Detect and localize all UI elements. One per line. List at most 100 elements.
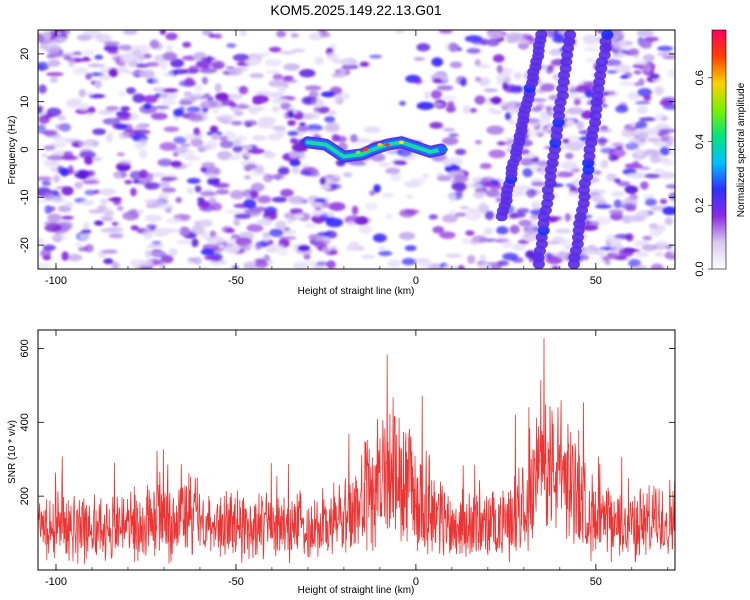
heatmap-speckle xyxy=(46,154,65,161)
heatmap-speckle xyxy=(565,183,575,188)
heatmap-speckle xyxy=(347,222,355,227)
heatmap-speckle xyxy=(165,32,178,41)
heatmap-speckle xyxy=(215,92,229,102)
heatmap-speckle xyxy=(361,254,376,259)
heatmap-speckle xyxy=(139,149,148,159)
heatmap-speckle xyxy=(552,236,565,243)
heatmap-speckle xyxy=(537,160,550,167)
x-tick-label: 50 xyxy=(590,576,602,588)
heatmap-speckle xyxy=(416,43,431,52)
heatmap-speckle xyxy=(264,58,282,67)
heatmap-speckle xyxy=(445,105,456,113)
heatmap-speckle xyxy=(476,64,491,69)
heatmap-speckle xyxy=(98,188,117,196)
heatmap-speckle xyxy=(505,111,512,121)
heatmap-speckle xyxy=(183,91,193,97)
heatmap-speckle xyxy=(351,205,359,215)
heatmap-speckle xyxy=(278,50,296,55)
heatmap-speckle xyxy=(424,90,431,100)
heatmap-speckle xyxy=(603,59,622,67)
heatmap-speckle xyxy=(85,112,94,118)
heatmap-speckle xyxy=(454,159,463,166)
heatmap-speckle xyxy=(276,30,287,38)
heatmap-speckle xyxy=(291,48,306,53)
heatmap-speckle xyxy=(96,33,112,44)
heatmap-speckle xyxy=(502,81,509,90)
heatmap-speckle xyxy=(277,166,290,176)
heatmap-speckle xyxy=(438,30,453,34)
heatmap-speckle xyxy=(207,177,221,184)
heatmap-speckle xyxy=(392,160,407,165)
heatmap-speckle xyxy=(258,52,271,57)
heatmap-speckle xyxy=(255,241,270,248)
heatmap-speckle xyxy=(606,69,618,74)
heatmap-speckle xyxy=(657,51,675,57)
heatmap-speckle xyxy=(326,260,336,269)
x-tick-label: -50 xyxy=(228,275,244,287)
heatmap-speckle xyxy=(319,177,327,186)
heatmap-speckle xyxy=(111,261,120,269)
heatmap-speckle xyxy=(650,73,660,80)
heatmap-speckle xyxy=(241,145,253,151)
heatmap-speckle xyxy=(287,119,297,126)
heatmap-speckle xyxy=(103,44,119,52)
y-tick-label: -20 xyxy=(19,237,31,253)
heatmap-speckle xyxy=(275,220,287,230)
heatmap-speckle xyxy=(198,219,213,228)
heatmap-speckle xyxy=(328,183,342,189)
heatmap-speckle xyxy=(398,231,416,241)
heatmap-speckle xyxy=(146,199,165,207)
heatmap-speckle xyxy=(256,195,272,204)
heatmap-speckle xyxy=(42,255,52,261)
heatmap-speckle xyxy=(448,42,458,53)
heatmap-speckle xyxy=(454,212,467,217)
heatmap-speckle xyxy=(627,48,640,56)
heatmap-speckle xyxy=(359,61,370,67)
heatmap-speckle xyxy=(576,121,585,130)
heatmap-speckle xyxy=(144,214,163,222)
heatmap-speckle xyxy=(172,146,188,154)
heatmap-speckle xyxy=(615,105,629,114)
heatmap-speckle xyxy=(537,128,551,134)
heatmap-speckle xyxy=(651,151,660,157)
heatmap-speckle xyxy=(244,175,252,180)
heatmap-speckle xyxy=(404,209,420,215)
ridge-blob xyxy=(437,146,448,153)
heatmap-speckle xyxy=(200,248,215,256)
heatmap-speckle xyxy=(160,100,177,106)
heatmap-speckle xyxy=(485,189,501,198)
x-tick-label: -100 xyxy=(45,275,67,287)
heatmap-speckle xyxy=(333,94,342,102)
heatmap-speckle xyxy=(636,30,654,37)
heatmap-speckle xyxy=(625,142,639,151)
heatmap-speckle xyxy=(163,88,179,93)
heatmap-speckle xyxy=(112,172,122,181)
heatmap-speckle xyxy=(130,187,137,197)
heatmap-speckle xyxy=(670,249,675,255)
heatmap-speckle xyxy=(582,34,599,43)
heatmap-speckle xyxy=(209,125,219,133)
heatmap-speckle xyxy=(52,174,61,183)
heatmap-speckle xyxy=(199,67,218,74)
x-tick-label: -100 xyxy=(45,576,67,588)
heatmap-speckle xyxy=(612,51,620,58)
heatmap-speckle xyxy=(565,119,575,128)
heatmap-speckle xyxy=(621,128,635,138)
heatmap-speckle xyxy=(597,128,613,133)
heatmap-speckle xyxy=(523,235,539,242)
heatmap-speckle xyxy=(142,95,158,104)
heatmap-speckle xyxy=(348,241,360,251)
y-tick-label: -10 xyxy=(19,189,31,205)
heatmap-speckle xyxy=(152,76,161,85)
heatmap-speckle xyxy=(99,198,108,205)
heatmap-speckle xyxy=(445,253,462,258)
heatmap-speckle xyxy=(82,221,90,230)
heatmap-speckle xyxy=(85,72,93,80)
heatmap-speckle xyxy=(98,109,115,115)
heatmap-speckle xyxy=(573,97,581,106)
heatmap-speckle xyxy=(339,66,347,76)
heatmap-speckle xyxy=(42,244,56,251)
heatmap-speckle xyxy=(474,140,482,145)
heatmap-speckle xyxy=(125,70,139,76)
